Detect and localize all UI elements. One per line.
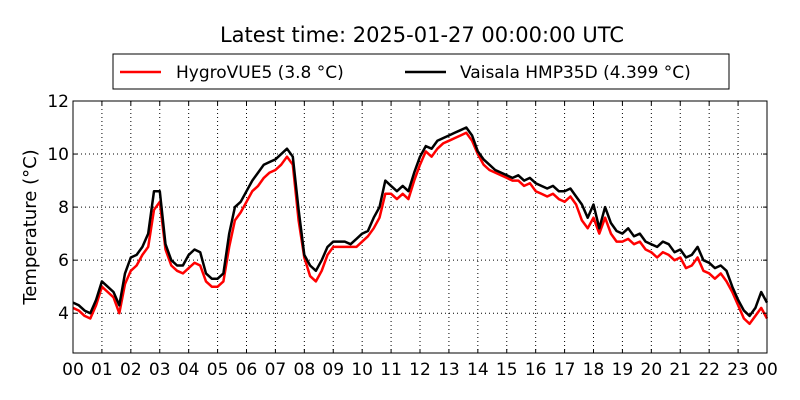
x-tick-label: 01	[91, 360, 113, 380]
x-tick-label: 21	[669, 360, 691, 380]
x-tick-label: 07	[265, 360, 287, 380]
x-tick-label: 00	[756, 360, 778, 380]
x-axis: 00 01 02 03 04 05 06 07 08 09 10 11 12 13 14 15 16 17 18 19…	[62, 101, 778, 380]
series-line-vaisala	[72, 126, 769, 318]
y-tick-label: 12	[47, 92, 69, 112]
x-tick-label: 08	[294, 360, 316, 380]
x-tick-label: 14	[467, 360, 489, 380]
y-tick-label: 4	[58, 304, 69, 324]
legend: HygroVUE5 (3.8 °C) Vaisala HMP35D (4.399…	[112, 53, 730, 90]
x-tick-label: 22	[698, 360, 720, 380]
x-tick-label: 00	[62, 360, 84, 380]
chart-title: Latest time: 2025-01-27 00:00:00 UTC	[220, 23, 624, 47]
legend-label-vaisala: Vaisala HMP35D (4.399 °C)	[460, 63, 691, 83]
y-tick-label: 6	[58, 251, 69, 271]
x-tick-label: 13	[438, 360, 460, 380]
series-line-hygrovue5	[72, 131, 769, 326]
x-tick-label: 23	[727, 360, 749, 380]
x-tick-label: 06	[236, 360, 258, 380]
x-tick-label: 09	[322, 360, 344, 380]
y-axis-label: Temperature (°C)	[20, 149, 41, 305]
x-tick-label: 05	[207, 360, 229, 380]
y-axis: 4 6 8 10 12	[47, 92, 767, 324]
x-tick-label: 19	[612, 360, 634, 380]
y-tick-label: 8	[58, 198, 69, 218]
series-lines	[72, 126, 769, 326]
x-tick-label: 17	[554, 360, 576, 380]
x-tick-label: 18	[583, 360, 605, 380]
x-tick-label: 15	[496, 360, 518, 380]
x-tick-label: 03	[149, 360, 171, 380]
y-tick-label: 10	[47, 145, 69, 165]
x-tick-label: 04	[178, 360, 200, 380]
x-tick-label: 12	[409, 360, 431, 380]
plot-frame	[72, 100, 768, 354]
legend-label-hygrovue5: HygroVUE5 (3.8 °C)	[176, 63, 344, 83]
x-tick-label: 10	[351, 360, 373, 380]
x-tick-label: 11	[380, 360, 402, 380]
x-tick-label: 16	[525, 360, 547, 380]
grid-lines	[73, 101, 767, 353]
x-tick-label: 20	[641, 360, 663, 380]
x-tick-label: 02	[120, 360, 142, 380]
